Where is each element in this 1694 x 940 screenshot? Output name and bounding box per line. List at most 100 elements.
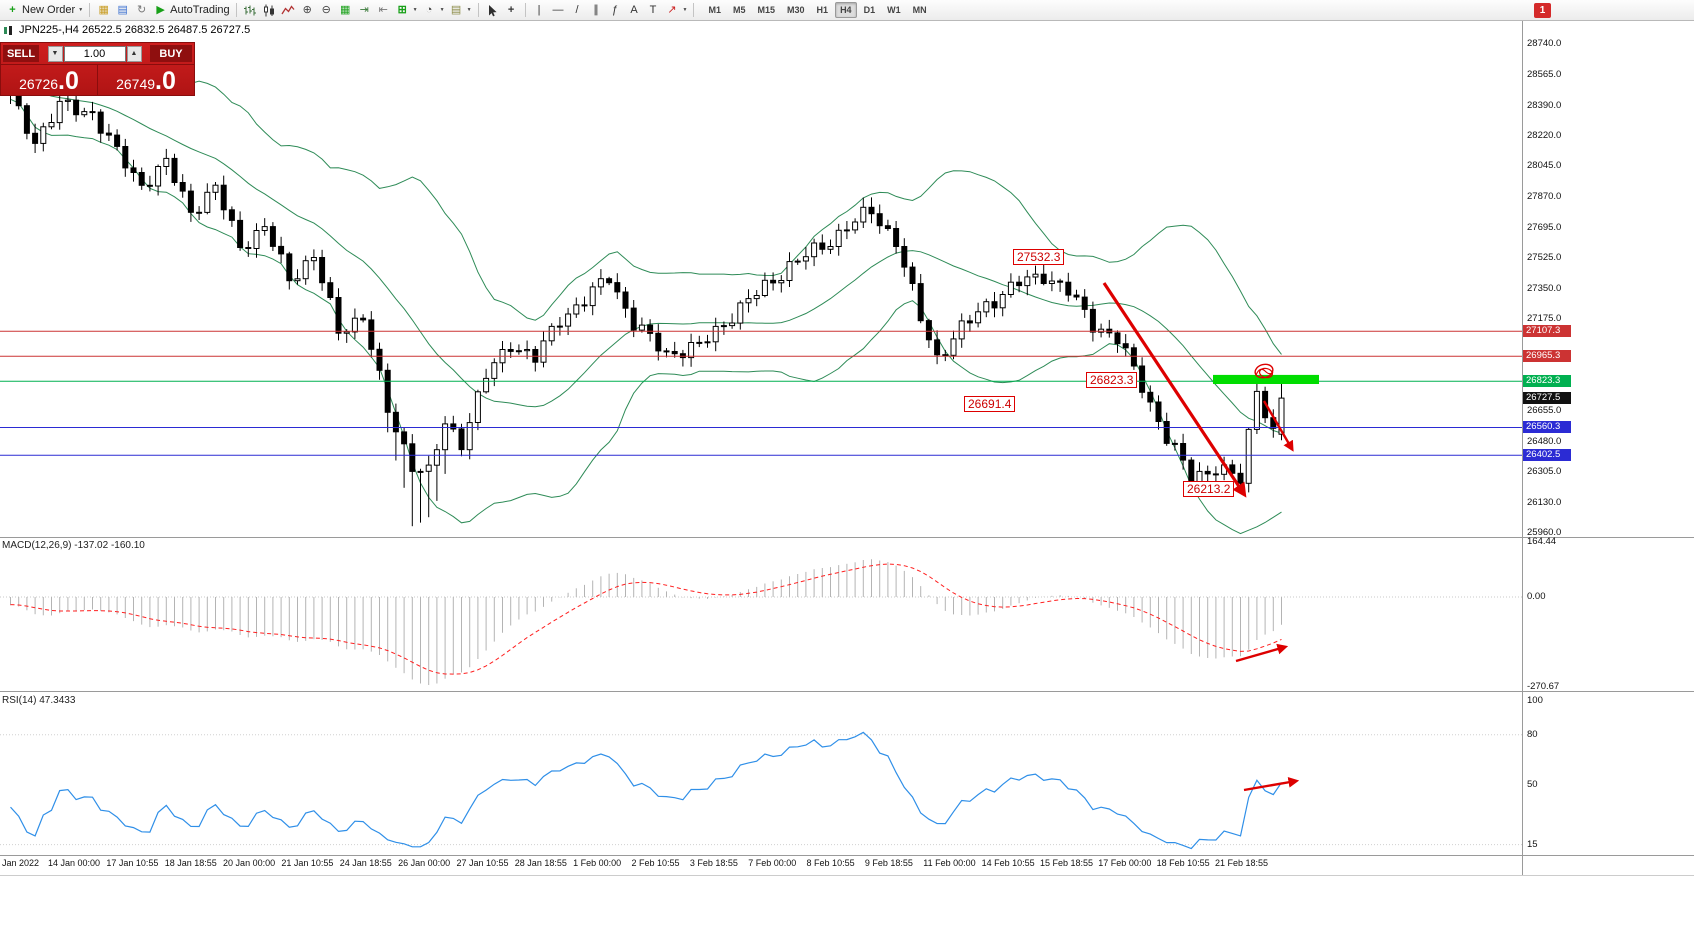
cursor-icon	[485, 3, 500, 17]
time-axis-label: 27 Jan 10:55	[456, 858, 509, 868]
macd-panel[interactable]	[0, 559, 1522, 685]
arrows-button[interactable]: ↗ ▼	[663, 1, 690, 19]
templates-caret-icon[interactable]: ▼	[466, 7, 472, 13]
time-axis-label: 8 Feb 10:55	[806, 858, 855, 868]
timeframe-m1-button[interactable]: M1	[708, 5, 721, 15]
time-axis-label: 28 Jan 18:55	[514, 858, 567, 868]
trendline-button[interactable]: /	[568, 1, 587, 19]
volume-down-button[interactable]: ▼	[47, 45, 63, 62]
periods-caret-icon[interactable]: ▼	[439, 7, 445, 13]
auto-scroll-button[interactable]: ⇥	[355, 1, 374, 19]
price-chart[interactable]	[0, 54, 1522, 535]
price-axis-tick: 28390.0	[1527, 99, 1562, 111]
supply-zone-highlight[interactable]	[1213, 374, 1319, 384]
macd-axis-tick: 164.44	[1527, 536, 1557, 548]
periods-button[interactable]: ◔ ▼	[420, 1, 447, 19]
timeframe-mn-button[interactable]: MN	[912, 5, 927, 15]
price-axis-tick: 27870.0	[1527, 191, 1562, 203]
sell-price-main: 26726	[19, 75, 59, 92]
timeframe-m5-button[interactable]: M5	[733, 5, 746, 15]
cursor-button[interactable]	[483, 1, 502, 19]
fibonacci-icon: ƒ	[611, 3, 619, 16]
timeframe-m30-button[interactable]: M30	[787, 5, 805, 15]
rsi-axis-tick: 80	[1527, 728, 1538, 740]
timeframe-d1-button[interactable]: D1	[863, 5, 876, 15]
sell-price-big: .0	[58, 66, 79, 95]
candlestick-chart-button[interactable]	[260, 1, 279, 19]
tile-windows-button[interactable]: ▦	[336, 1, 355, 19]
buy-button[interactable]: BUY	[150, 45, 192, 62]
rsi-axis-tick: 15	[1527, 838, 1538, 850]
zoom-out-button[interactable]: ⊖	[317, 1, 336, 19]
sell-button[interactable]: SELL	[3, 45, 39, 62]
fibonacci-button[interactable]: ƒ	[606, 1, 625, 19]
trendline-icon: /	[575, 3, 579, 16]
annotation-arrow[interactable]	[1235, 643, 1289, 663]
candlestick-chart-icon	[262, 3, 277, 17]
time-axis-label: Jan 2022	[2, 858, 40, 868]
annotation-arrow[interactable]	[1102, 282, 1247, 498]
templates-button[interactable]: ▤ ▼	[447, 1, 474, 19]
time-axis-label: 18 Jan 18:55	[164, 858, 217, 868]
rsi-label: RSI(14) 47.3433	[2, 695, 76, 706]
new-order-label: New Order	[22, 4, 76, 16]
autotrading-button[interactable]: ▶ AutoTrading	[151, 1, 232, 19]
horizontal-line-button[interactable]: —	[549, 1, 568, 19]
macd-histogram	[10, 559, 1282, 685]
price-line-label: 26560.3	[1523, 421, 1571, 434]
zoom-in-button[interactable]: ⊕	[298, 1, 317, 19]
timeframe-h1-button[interactable]: H1	[816, 5, 829, 15]
equidistant-channel-button[interactable]: ∥	[587, 1, 606, 19]
annotation-label[interactable]: 26823.3	[1086, 372, 1138, 388]
crosshair-icon: +	[507, 3, 515, 16]
timeframe-m15-button[interactable]: M15	[757, 5, 776, 15]
trade-panel-prices: 26726.0 26749.0	[1, 64, 194, 95]
rsi-panel[interactable]	[0, 731, 1522, 850]
market-watch-button[interactable]: ▦	[94, 1, 113, 19]
new-order-caret-icon[interactable]: ▼	[78, 7, 84, 13]
line-chart-button[interactable]	[279, 1, 298, 19]
text-label-button[interactable]: T	[644, 1, 663, 19]
bar-chart-button[interactable]	[241, 1, 260, 19]
timeframe-h4-button[interactable]: H4	[835, 2, 857, 18]
annotation-label[interactable]: 26691.4	[964, 396, 1016, 412]
templates-icon: ▤	[450, 3, 462, 16]
indicators-button[interactable]: ⊞ ▼	[393, 1, 420, 19]
annotation-arrows[interactable]	[1102, 282, 1300, 792]
refresh-button[interactable]: ↻	[132, 1, 151, 19]
price-axis-tick: 28045.0	[1527, 160, 1562, 172]
data-window-icon: ▤	[117, 3, 128, 16]
text-button[interactable]: A	[625, 1, 644, 19]
time-axis-label: 3 Feb 18:55	[689, 858, 738, 868]
time-axis-label: 14 Feb 10:55	[981, 858, 1035, 868]
macd-axis-tick: -270.67	[1527, 680, 1560, 692]
vertical-line-button[interactable]: |	[530, 1, 549, 19]
auto-scroll-icon: ⇥	[359, 3, 369, 16]
annotation-label[interactable]: 27532.3	[1013, 249, 1065, 265]
volume-input[interactable]	[63, 45, 126, 62]
arrows-caret-icon[interactable]: ▼	[682, 7, 688, 13]
time-axis-label: 17 Feb 00:00	[1098, 858, 1152, 868]
macd-signal-line	[10, 563, 1282, 675]
annotation-label[interactable]: 26213.2	[1183, 481, 1235, 497]
data-window-button[interactable]: ▤	[113, 1, 132, 19]
price-line-label: 27107.3	[1523, 325, 1571, 338]
indicators-caret-icon[interactable]: ▼	[412, 7, 418, 13]
time-axis-label: 20 Jan 00:00	[223, 858, 276, 868]
sell-price[interactable]: 26726.0	[1, 65, 97, 95]
volume-up-button[interactable]: ▲	[126, 45, 142, 62]
timeframe-w1-button[interactable]: W1	[887, 5, 901, 15]
new-order-button[interactable]: + New Order ▼	[3, 1, 85, 19]
annotation-arrow[interactable]	[1243, 776, 1300, 792]
crosshair-button[interactable]: +	[502, 1, 521, 19]
arrows-icon: ↗	[667, 3, 677, 16]
chart-shift-button[interactable]: ⇤	[374, 1, 393, 19]
notification-icon[interactable]: 1	[1534, 2, 1551, 18]
toolbar: + New Order ▼ ▦ ▤ ↻ ▶ AutoTrading ⊕ ⊖ ▦ ⇥ ⇤ ⊞ ▼ ◔ ▼ ▤ ▼ + | —…	[0, 0, 1694, 21]
time-axis-label: 21 Feb 18:55	[1215, 858, 1269, 868]
buy-price[interactable]: 26749.0	[98, 65, 194, 95]
bollinger-middle	[10, 83, 1282, 434]
rsi-line	[10, 731, 1282, 850]
annotation-arrow[interactable]	[1262, 400, 1294, 452]
